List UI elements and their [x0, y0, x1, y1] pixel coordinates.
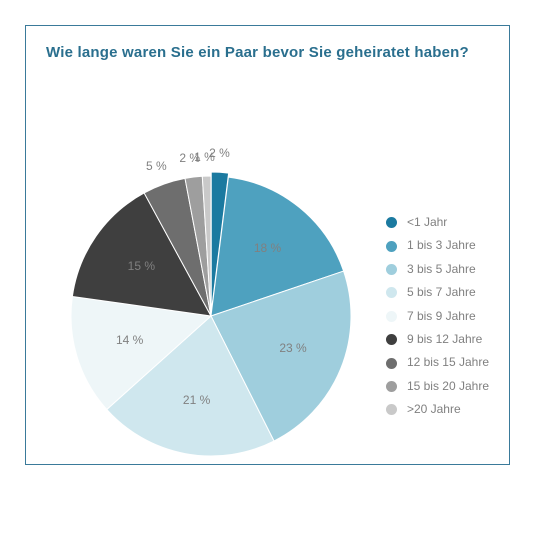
legend-label: 3 bis 5 Jahre: [407, 258, 476, 281]
legend-item: 12 bis 15 Jahre: [386, 351, 489, 374]
pie-chart: 2 %18 %23 %21 %14 %15 %5 %2 %1 %: [61, 86, 351, 456]
legend-label: >20 Jahre: [407, 398, 461, 421]
pct-label: 5 %: [146, 159, 167, 173]
pct-label: 21 %: [183, 393, 210, 407]
pct-label: 23 %: [279, 341, 306, 355]
legend: <1 Jahr1 bis 3 Jahre3 bis 5 Jahre5 bis 7…: [386, 211, 489, 422]
legend-swatch: [386, 311, 397, 322]
legend-item: 5 bis 7 Jahre: [386, 281, 489, 304]
legend-item: 15 bis 20 Jahre: [386, 375, 489, 398]
legend-item: 3 bis 5 Jahre: [386, 258, 489, 281]
legend-swatch: [386, 404, 397, 415]
legend-item: 1 bis 3 Jahre: [386, 234, 489, 257]
legend-item: >20 Jahre: [386, 398, 489, 421]
legend-swatch: [386, 334, 397, 345]
pct-label: 15 %: [128, 259, 155, 273]
legend-swatch: [386, 358, 397, 369]
pct-label: 1 %: [194, 150, 215, 164]
legend-label: 12 bis 15 Jahre: [407, 351, 489, 374]
legend-swatch: [386, 287, 397, 298]
chart-title: Wie lange waren Sie ein Paar bevor Sie g…: [46, 44, 469, 61]
pct-label: 18 %: [254, 241, 281, 255]
legend-item: 7 bis 9 Jahre: [386, 305, 489, 328]
legend-swatch: [386, 217, 397, 228]
legend-item: <1 Jahr: [386, 211, 489, 234]
pct-label: 14 %: [116, 333, 143, 347]
legend-swatch: [386, 381, 397, 392]
legend-label: 15 bis 20 Jahre: [407, 375, 489, 398]
legend-swatch: [386, 241, 397, 252]
legend-label: <1 Jahr: [407, 211, 447, 234]
legend-label: 9 bis 12 Jahre: [407, 328, 482, 351]
chart-frame: Wie lange waren Sie ein Paar bevor Sie g…: [25, 25, 510, 465]
legend-item: 9 bis 12 Jahre: [386, 328, 489, 351]
legend-label: 1 bis 3 Jahre: [407, 234, 476, 257]
legend-label: 5 bis 7 Jahre: [407, 281, 476, 304]
legend-label: 7 bis 9 Jahre: [407, 305, 476, 328]
legend-swatch: [386, 264, 397, 275]
